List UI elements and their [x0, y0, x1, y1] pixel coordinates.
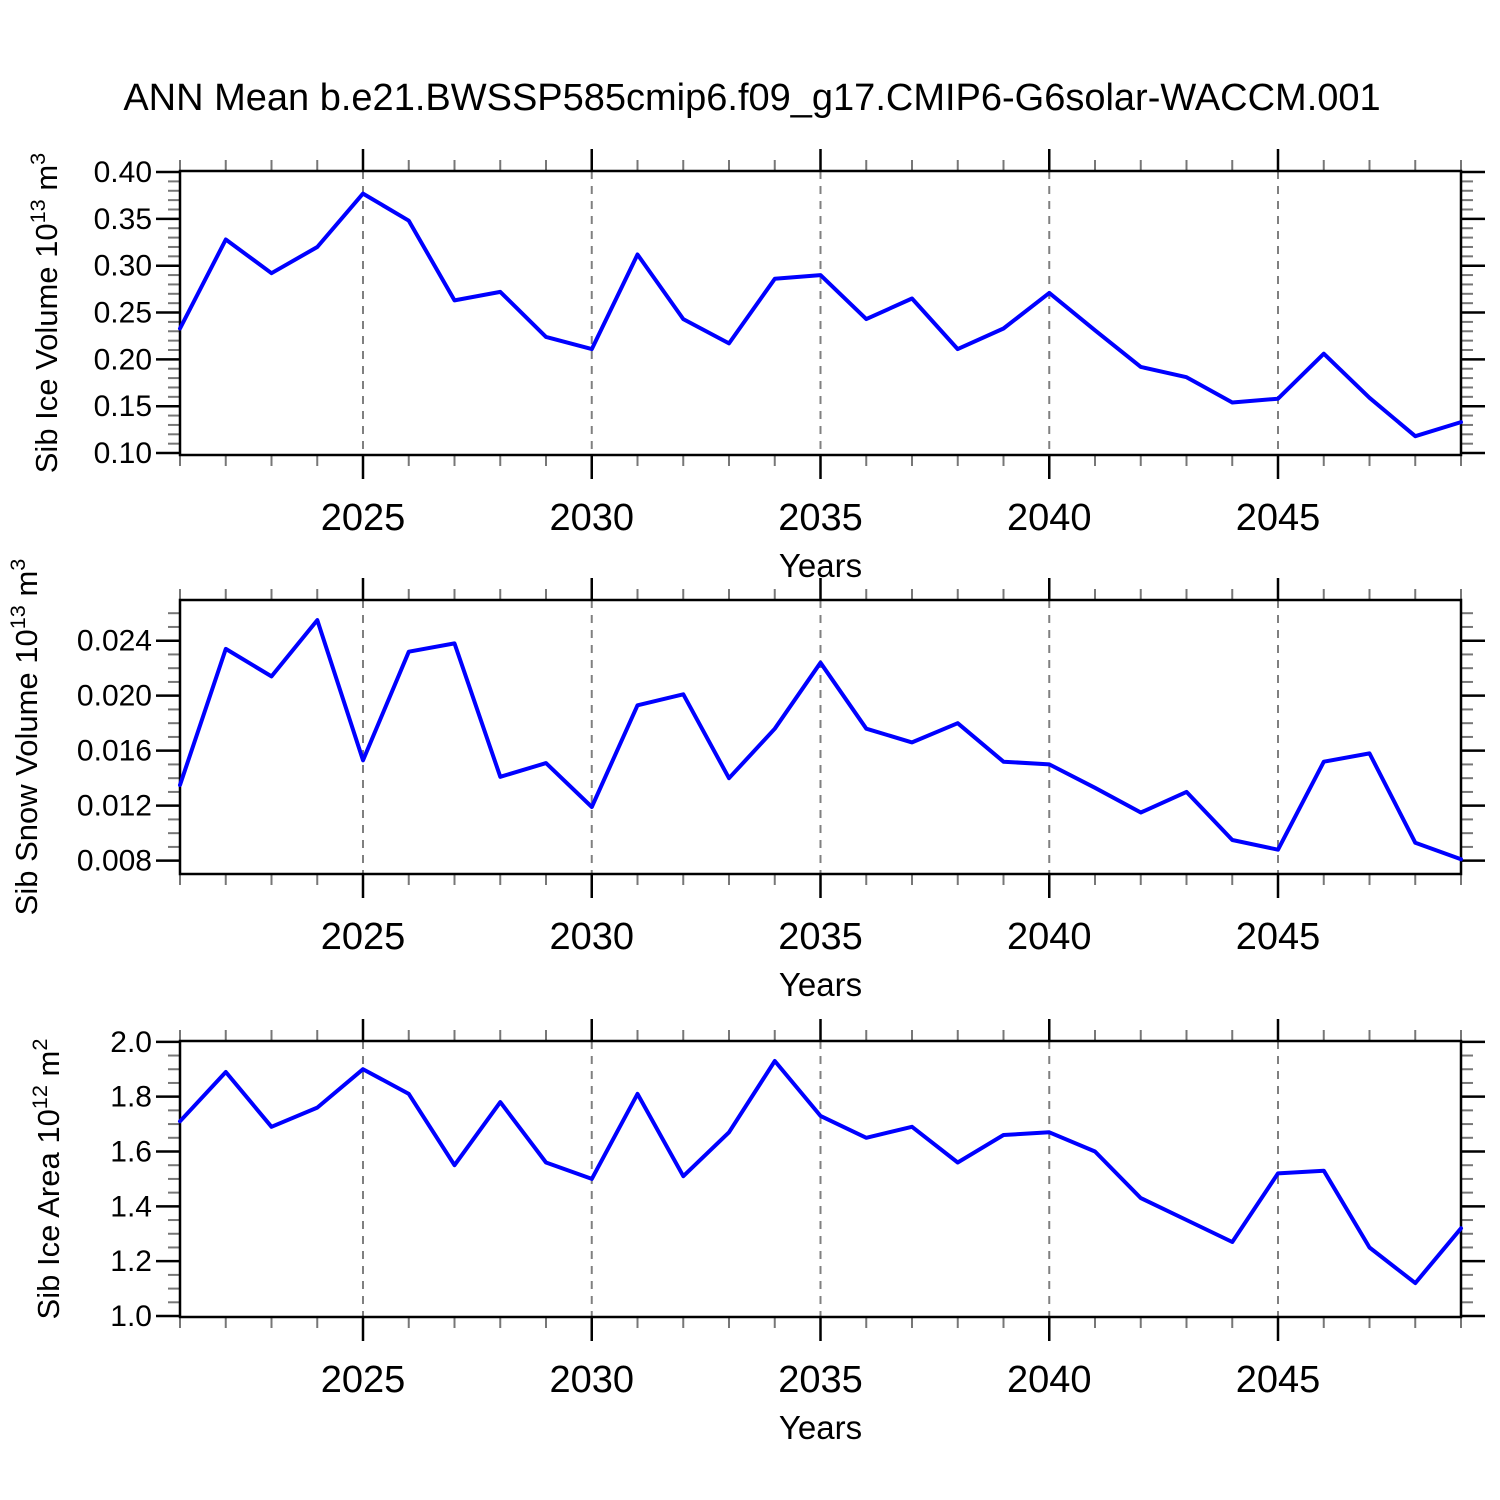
- x-tick-label: 2035: [778, 916, 863, 958]
- y-tick-label: 0.10: [94, 437, 152, 470]
- x-tick-label: 2030: [549, 916, 634, 958]
- y-tick-label: 0.15: [94, 390, 152, 423]
- x-axis-title: Years: [779, 1409, 862, 1446]
- x-tick-label: 2030: [549, 497, 634, 539]
- x-tick-label: 2025: [321, 916, 406, 958]
- y-tick-label: 0.008: [77, 845, 152, 878]
- y-tick-label: 0.020: [77, 680, 152, 713]
- y-tick-label: 2.0: [110, 1026, 152, 1059]
- y-tick-label: 0.20: [94, 343, 152, 376]
- x-tick-label: 2045: [1236, 916, 1321, 958]
- x-tick-label: 2030: [549, 1359, 634, 1401]
- y-tick-label: 0.25: [94, 297, 152, 330]
- x-tick-label: 2040: [1007, 497, 1092, 539]
- y-axis-title: Sib Snow Volume 1013 m3: [5, 559, 45, 916]
- chart-panel-2: 2025 2030 2035 2040 2045 0.008 0.012 0.016 0.020…: [5, 559, 1485, 1003]
- y-axis-title: Sib Ice Area 1012 m2: [27, 1039, 67, 1320]
- y-tick-label: 1.0: [110, 1300, 152, 1333]
- x-tick-label: 2035: [778, 1359, 863, 1401]
- x-tick-label: 2045: [1236, 497, 1321, 539]
- data-series-line: [178, 191, 1463, 439]
- y-tick-label: 0.024: [77, 625, 152, 658]
- plot-frame: [178, 1039, 1463, 1319]
- x-tick-label: 2045: [1236, 1359, 1321, 1401]
- y-tick-label: 0.016: [77, 735, 152, 768]
- x-axis-title: Years: [779, 547, 862, 584]
- chart-panel-3: 2025 2030 2035 2040 2045 1.0 1.2 1.4 1.6 1.8 2.0 Ye…: [27, 1019, 1485, 1446]
- y-tick-label: 0.40: [94, 156, 152, 189]
- x-tick-label: 2025: [321, 497, 406, 539]
- x-tick-label: 2040: [1007, 1359, 1092, 1401]
- data-series-line: [178, 618, 1463, 862]
- x-tick-label: 2035: [778, 497, 863, 539]
- chart-panels: 2025 2030 2035 2040 2045 0.10 0.15 0.20 0.25 0.30…: [5, 149, 1485, 1446]
- y-tick-label: 1.6: [110, 1135, 152, 1168]
- y-tick-label: 1.2: [110, 1245, 152, 1278]
- y-tick-label: 1.8: [110, 1081, 152, 1114]
- plot-frame: [178, 598, 1463, 876]
- x-tick-label: 2040: [1007, 916, 1092, 958]
- y-tick-label: 0.30: [94, 250, 152, 283]
- y-tick-label: 1.4: [110, 1190, 152, 1223]
- y-axis-title: Sib Ice Volume 1013 m3: [25, 153, 65, 474]
- x-tick-label: 2025: [321, 1359, 406, 1401]
- y-tick-label: 0.012: [77, 790, 152, 823]
- chart-panel-1: 2025 2030 2035 2040 2045 0.10 0.15 0.20 0.25 0.30…: [25, 149, 1485, 584]
- data-series-line: [178, 1059, 1463, 1286]
- y-tick-label: 0.35: [94, 203, 152, 236]
- figure-title: ANN Mean b.e21.BWSSP585cmip6.f09_g17.CMI…: [123, 77, 1380, 119]
- x-axis-title: Years: [779, 966, 862, 1003]
- plot-frame: [178, 169, 1463, 457]
